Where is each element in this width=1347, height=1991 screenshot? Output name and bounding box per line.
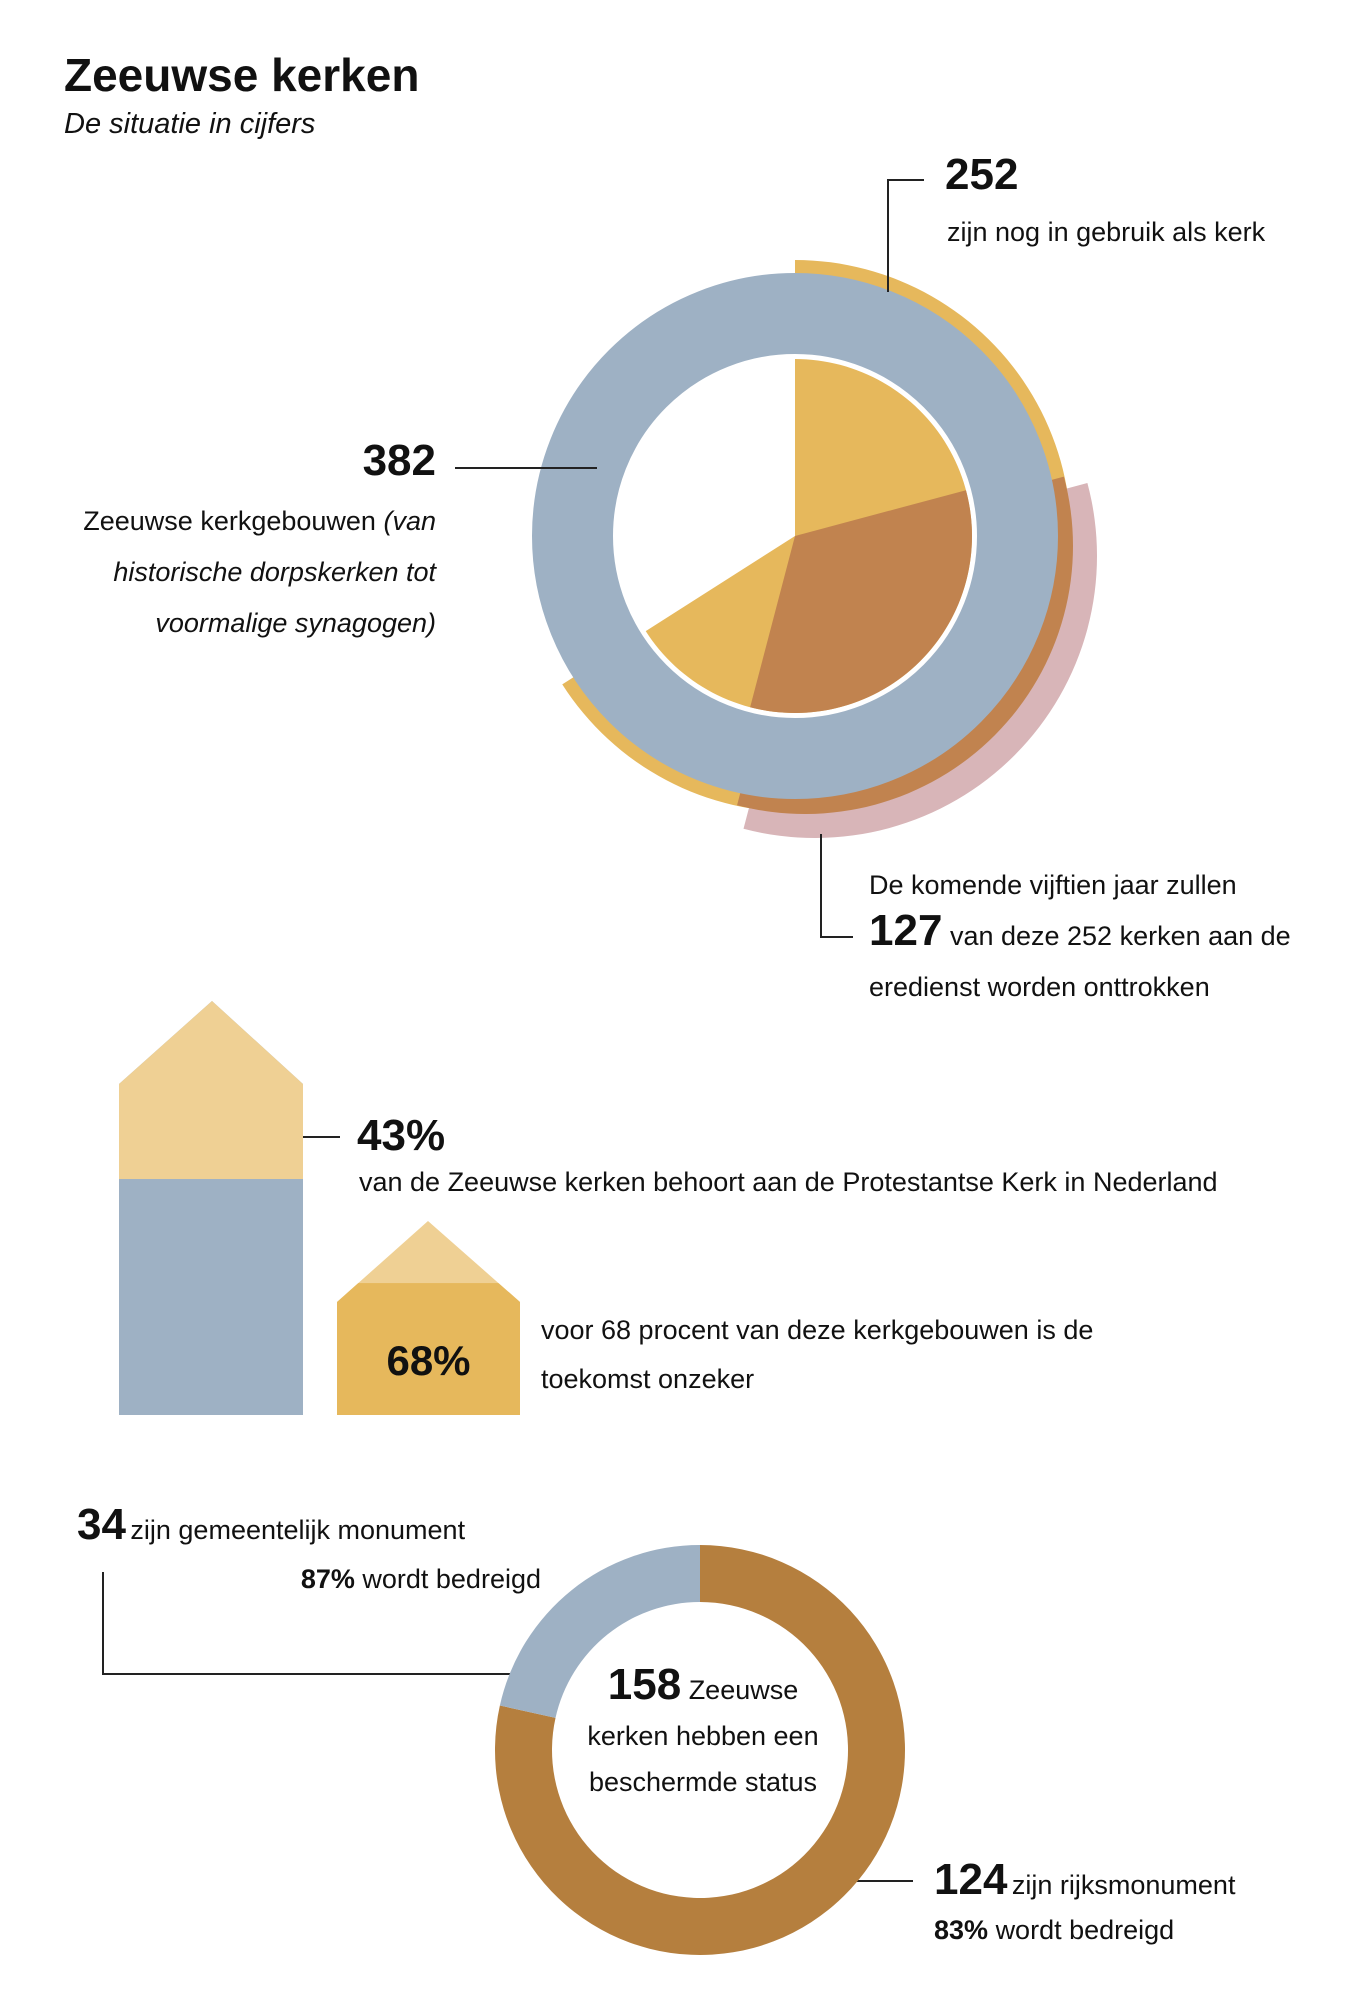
leader-line [102,1572,526,1675]
total-text: Zeeuwse kerkgebouwen [83,506,376,536]
national-threat-text: wordt bedreigd [995,1915,1175,1945]
national-threat-line: 83% wordt bedreigd [934,1915,1174,1946]
buildings-chart [532,260,1098,839]
national-number: 124 [934,1855,1008,1904]
subtitle: De situatie in cijfers [64,108,316,140]
total-description: Zeeuwse kerkgebouwen (van historische do… [36,496,436,649]
total-note: (van historische dorpskerken tot voormal… [113,506,436,638]
uncertain-share: 68% [386,1337,471,1384]
leader-line [887,179,924,292]
in-use-text: zijn nog in gebruik als kerk [947,217,1266,247]
house-big-fill [119,1001,303,1180]
protestant-share: 43% [357,1111,446,1160]
protected-chart [494,1544,905,1956]
withdrawn-number: 127 [869,906,943,955]
title: Zeeuwse kerken [64,49,420,101]
municipal-threat-line: 87% wordt bedreigd [301,1564,541,1595]
national-text: zijn rijksmonument [1011,1870,1236,1900]
withdrawn-description: De komende vijftien jaar zullen 127 van d… [869,860,1319,1013]
withdrawn-text: van deze 252 kerken aan de eredienst wor… [869,921,1291,1002]
total-ring [532,273,1058,799]
municipal-threat: 87% [300,1564,355,1594]
house-small-fill [337,1283,520,1415]
uncertain-share-fill [337,1283,520,1415]
withdrawn-sector [750,490,973,714]
municipal-text: zijn gemeentelijk monument [130,1515,466,1545]
uncertain-text: voor 68 procent van deze kerkgebouwen is… [541,1315,1094,1394]
in-use-number: 252 [945,150,1019,199]
leader-line [820,834,853,938]
withdrawn-shadow-arc [743,483,1098,839]
total-number: 382 [362,436,436,485]
protected-total: 158 [607,1660,682,1709]
protected-center: 158 Zeeuwse kerken hebben een beschermde… [583,1662,823,1805]
municipal-segment [499,1544,700,1718]
municipal-number: 34 [77,1500,126,1549]
withdrawn-intro: De komende vijftien jaar zullen [869,870,1237,900]
national-threat: 83% [934,1915,989,1945]
protestant-text: van de Zeeuwse kerken behoort aan de Pro… [359,1167,1218,1197]
withdrawn-arc [737,476,1073,814]
municipal-line: 34 zijn gemeentelijk monument [77,1500,465,1550]
national-line: 124 zijn rijksmonument [934,1855,1235,1905]
protected-text: Zeeuwse kerken hebben een beschermde sta… [587,1675,819,1797]
municipal-threat-text: wordt bedreigd [362,1564,541,1594]
protestant-share-fill [119,1001,303,1180]
